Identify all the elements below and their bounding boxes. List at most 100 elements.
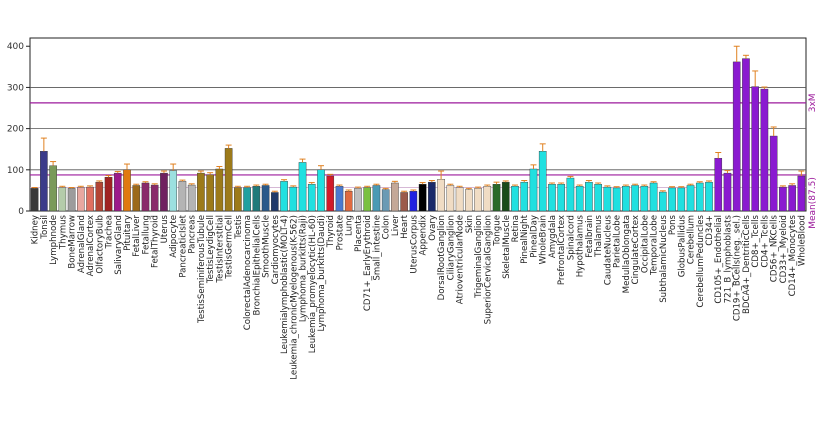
category-label: TestisSeminiferousTubule (197, 215, 207, 324)
category-label: Fetalbrain (585, 215, 595, 258)
category-label: Tonsil (40, 215, 50, 240)
category-label: Fetallung (141, 215, 151, 255)
bar (742, 58, 750, 212)
category-label: UterusCorpus (409, 214, 419, 273)
category-label: FetalThyroid (151, 215, 161, 268)
category-label: CD71+_EarlyErythroid (363, 215, 373, 311)
bar (234, 187, 242, 212)
bar (271, 192, 279, 212)
bar (289, 186, 298, 212)
bar (797, 175, 806, 212)
bar (187, 184, 196, 212)
category-label: Lymphnode (49, 215, 59, 265)
y-tick-label: 0 (18, 207, 24, 217)
bar (113, 172, 122, 212)
bar (391, 182, 399, 212)
bar (714, 158, 723, 212)
category-label: Thymus (58, 214, 68, 250)
bar (557, 184, 565, 212)
bar (575, 186, 584, 212)
bar (400, 192, 408, 212)
bar (307, 184, 316, 212)
category-label: Ovary (428, 215, 438, 241)
category-label: CingulateCortex (631, 215, 641, 284)
category-label: Uterus (160, 214, 170, 243)
category-label: CD105+_Endothelial (714, 215, 724, 304)
category-label: Cardiomyocytes (271, 214, 281, 284)
bar (197, 172, 205, 212)
bar (769, 135, 778, 212)
error-bars (31, 45, 805, 193)
bar (150, 184, 159, 212)
category-label: CD19+_BCells(neg._sel.) (733, 215, 743, 321)
bar (483, 186, 492, 212)
category-label: ParietalLobe (613, 215, 623, 268)
y-tick-label: 200 (7, 125, 24, 135)
bar (298, 162, 307, 212)
category-label: Hypothalamus (576, 214, 586, 277)
bar (529, 168, 538, 212)
category-label: BronchialEpithelialCells (252, 214, 262, 315)
bar (30, 188, 39, 212)
category-label: CD33+_Myeloid (779, 215, 789, 283)
bar (566, 177, 575, 212)
bar (344, 191, 353, 212)
category-label: TemporalLobe (650, 215, 660, 276)
bar (732, 61, 741, 212)
bar (492, 184, 501, 212)
bar (123, 169, 131, 212)
category-label: Cerebellum (687, 215, 697, 264)
category-label: Lymphoma_burkitts(Daudi) (317, 215, 327, 331)
bar (612, 187, 621, 212)
bar (622, 186, 630, 212)
category-label: Lymphoma_burkitts(Raji) (299, 215, 309, 322)
category-label: Skin (465, 215, 475, 233)
bar (95, 181, 104, 212)
category-label: Colon (382, 215, 392, 239)
bar (335, 186, 344, 212)
bar (594, 184, 602, 212)
category-label: BoneMarrow (68, 215, 78, 269)
bar (178, 181, 187, 212)
category-label: GlobusPallidus (677, 214, 687, 277)
category-label: CD14+_Monocytes (788, 214, 798, 296)
category-label: SkeletalMuscle (502, 215, 512, 279)
bar (354, 188, 362, 212)
category-label: Appendix (419, 215, 429, 255)
bar (317, 169, 325, 212)
category-label: Pancreas (188, 214, 198, 253)
category-label: TestisInterstitial (215, 215, 225, 284)
category-label: Tongue (493, 215, 503, 247)
category-label: AdrenalCortex (86, 215, 96, 276)
category-label: WholeBlood (797, 215, 807, 266)
bar (695, 182, 704, 212)
category-label: WholeBrain (539, 215, 549, 264)
bar (705, 181, 713, 212)
bar (446, 185, 455, 212)
bar (160, 172, 168, 212)
category-label: CD34+ (705, 215, 715, 246)
bar (465, 189, 473, 212)
bar (659, 191, 667, 212)
bar (760, 88, 769, 212)
bar (372, 185, 381, 212)
bar (723, 172, 732, 212)
category-label: Placenta (354, 215, 364, 252)
bar (538, 151, 547, 212)
bar (474, 188, 482, 212)
category-label: PancreaticIslet (178, 214, 188, 277)
category-label: PinealNight (520, 214, 530, 263)
bar (243, 187, 251, 212)
bar (751, 86, 759, 212)
bar (418, 184, 427, 212)
category-label: CD4+_Tcells (760, 214, 770, 267)
category-label: Trachea (105, 215, 115, 250)
bar (603, 186, 612, 212)
bar (58, 187, 67, 212)
category-label: TestisGermCell (225, 215, 235, 280)
category-label: Heart (400, 214, 410, 239)
category-label: TrigeminalGanglion (474, 215, 484, 299)
category-label: Leukemia_promyelocytic(HL-60) (308, 215, 318, 353)
category-label: DorsalRootGanglion (437, 215, 447, 300)
